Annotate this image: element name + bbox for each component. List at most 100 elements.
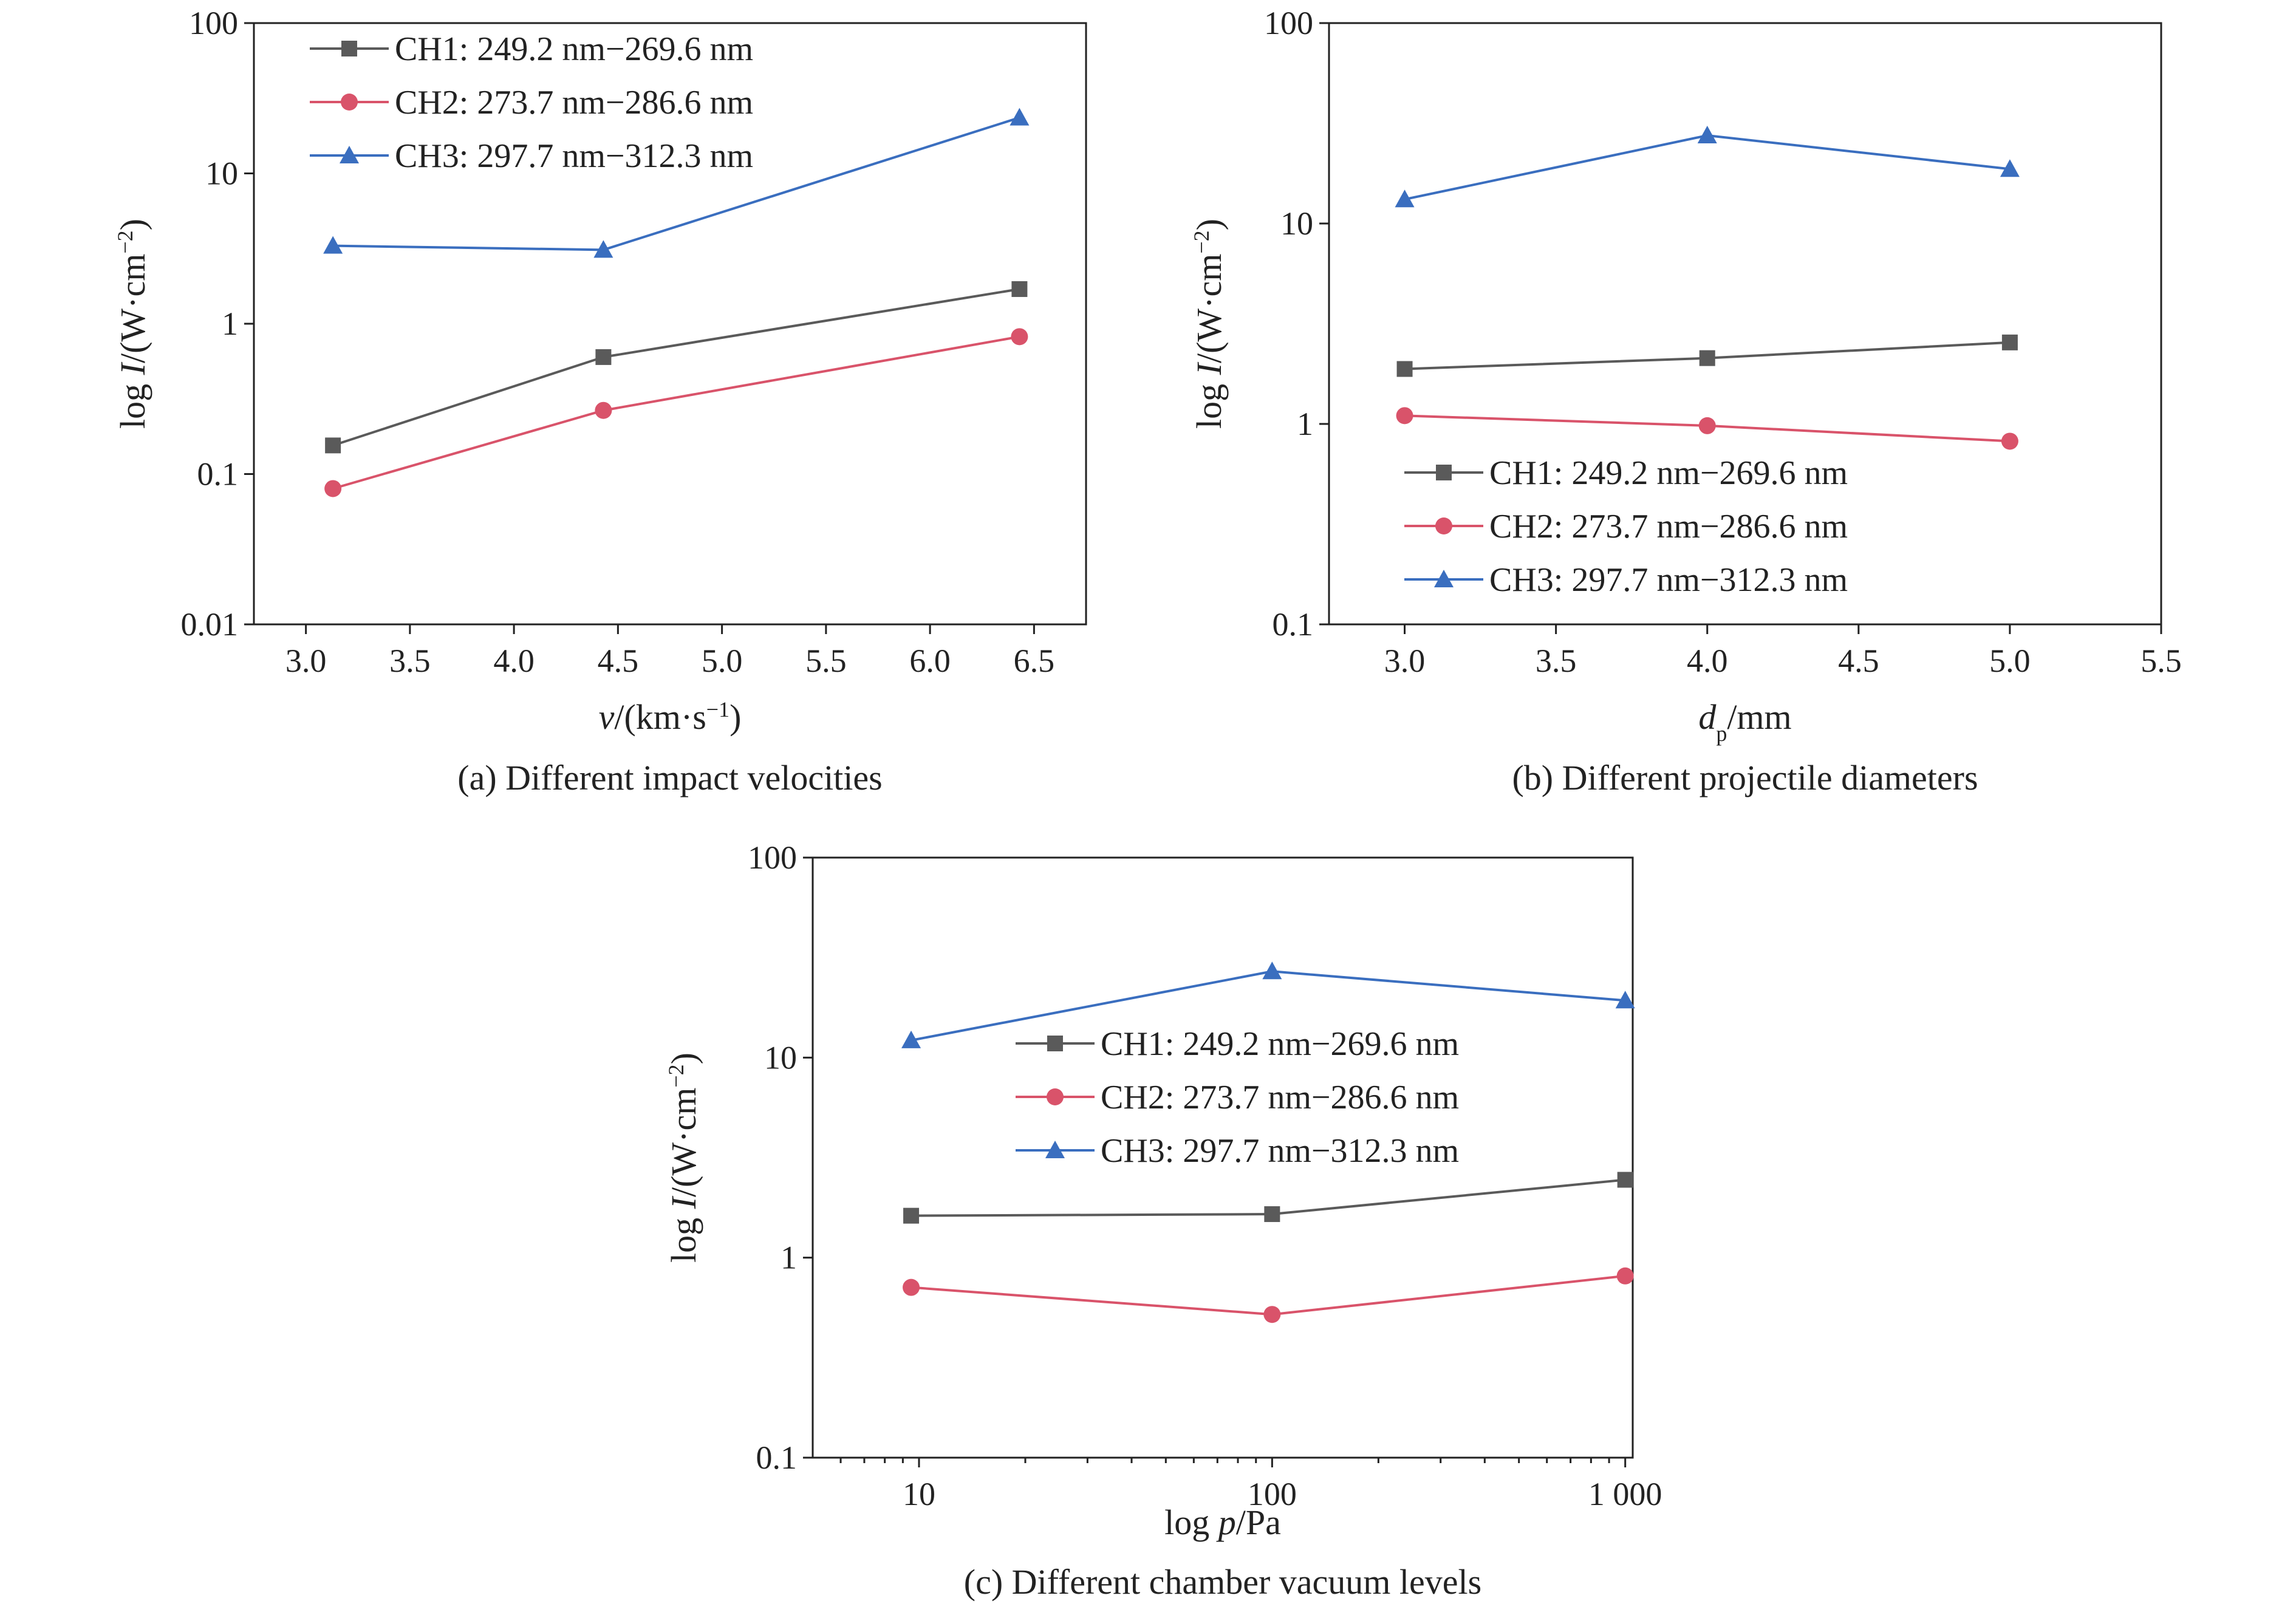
y-tick-label: 100 — [748, 839, 797, 876]
label-part: −2 — [113, 230, 137, 253]
chart-panel-b: 3.0 3.5 4.0 4.5 5.0 5.5 0.1 1 10 100 dp/mm log I/(W… — [1189, 5, 2182, 797]
x-axis-label: dp/mm — [1698, 697, 1791, 746]
y-axis-label: log I/(W·cm−2) — [664, 1053, 703, 1263]
label-part: I — [664, 1195, 703, 1209]
label-part: log — [1164, 1503, 1218, 1542]
x-tick-label: 100 — [1248, 1476, 1297, 1512]
y-tick-label: 0.1 — [1273, 606, 1314, 643]
label-part: /(W·cm — [664, 1088, 703, 1197]
x-tick-label: 3.0 — [285, 643, 327, 679]
y-tick-label: 10 — [205, 155, 238, 192]
label-part: d — [1698, 697, 1717, 737]
label-part: /(km·s — [614, 697, 706, 737]
x-tick-label: 4.5 — [598, 643, 639, 679]
plot-frame — [1328, 22, 2162, 626]
panel-caption: (a) Different impact velocities — [457, 758, 882, 797]
series-3 — [901, 961, 1635, 1048]
label-part: I — [113, 361, 152, 375]
legend: CH1: 249.2 nm−269.6 nm CH2: 273.7 nm−286.… — [310, 30, 753, 175]
x-axis-label: v/(km·s−1) — [599, 697, 742, 737]
label-part: ) — [729, 697, 741, 737]
x-tick-label: 5.0 — [1989, 643, 2031, 679]
label-part: /(W·cm — [1189, 254, 1229, 363]
x-tick-label: 6.5 — [1014, 643, 1055, 679]
y-tick-label: 1 — [781, 1240, 797, 1276]
data-point — [2001, 334, 2018, 350]
x-tick-label: 6.0 — [909, 643, 951, 679]
y-tick-label: 10 — [764, 1039, 797, 1076]
series-2 — [1396, 407, 2018, 450]
x-tick-label: 3.5 — [389, 643, 431, 679]
label-part: /Pa — [1236, 1503, 1281, 1542]
data-point — [2001, 432, 2018, 450]
data-point — [595, 349, 612, 365]
data-point — [595, 401, 612, 419]
x-axis-label: log p/Pa — [1164, 1503, 1281, 1542]
data-point — [324, 480, 342, 497]
y-axis-label: log I/(W·cm−2) — [1189, 219, 1229, 429]
series-3 — [1395, 126, 2020, 208]
legend-swatch-marker — [340, 146, 359, 163]
y-tick-label: 100 — [189, 5, 238, 41]
legend-entry: CH3: 297.7 nm−312.3 nm — [395, 137, 753, 175]
x-tick-label: 5.5 — [2141, 643, 2182, 679]
legend-entry: CH2: 273.7 nm−286.6 nm — [1101, 1079, 1459, 1116]
legend-entry: CH2: 273.7 nm−286.6 nm — [395, 84, 753, 121]
legend-entry: CH1: 249.2 nm−269.6 nm — [1489, 454, 1848, 492]
data-point — [325, 437, 341, 454]
legend-swatch-marker — [1436, 465, 1452, 480]
y-tick-label: 1 — [222, 306, 238, 342]
x-tick-label: 10 — [903, 1476, 935, 1512]
label-part: ) — [1189, 219, 1229, 230]
data-point — [1699, 350, 1715, 366]
x-tick-label: 5.5 — [805, 643, 847, 679]
legend-swatch-marker — [341, 41, 357, 56]
series-line — [332, 287, 1020, 447]
legend-entry: CH2: 273.7 nm−286.6 nm — [1489, 508, 1848, 545]
x-tick-label: 4.5 — [1838, 643, 1879, 679]
label-part: /mm — [1727, 697, 1791, 737]
legend-entry: CH1: 249.2 nm−269.6 nm — [395, 30, 753, 68]
y-axis-label: log I/(W·cm−2) — [113, 219, 152, 429]
data-point — [2000, 159, 2020, 177]
series-line — [1404, 134, 2011, 201]
series-2 — [903, 1267, 1634, 1323]
label-part: p — [1716, 722, 1727, 746]
legend-entry: CH3: 297.7 nm−312.3 nm — [1101, 1132, 1459, 1170]
label-part: ) — [664, 1053, 703, 1064]
x-tick-label: 1 000 — [1588, 1476, 1662, 1512]
y-tick-label: 0.1 — [197, 456, 239, 493]
series-3 — [323, 108, 1030, 258]
data-point — [1617, 1172, 1633, 1188]
legend-swatch-marker — [1047, 1088, 1064, 1105]
legend: CH1: 249.2 nm−269.6 nm CH2: 273.7 nm−286.… — [1016, 1025, 1459, 1170]
legend-swatch-marker — [1045, 1141, 1065, 1158]
series-1 — [903, 1172, 1633, 1224]
data-point — [1010, 108, 1030, 126]
panel-caption: (c) Different chamber vacuum levels — [964, 1562, 1481, 1602]
chart-panel-a: 3.0 3.5 4.0 4.5 5.0 5.5 6.0 6.50.010.1110100v/(… — [113, 5, 1087, 797]
legend-swatch-marker — [1435, 517, 1452, 534]
data-point — [1262, 961, 1282, 980]
data-point — [1396, 407, 1413, 425]
x-tick-label: 3.5 — [1536, 643, 1577, 679]
label-part: −2 — [1189, 230, 1214, 253]
data-point — [1698, 417, 1716, 434]
data-point — [903, 1278, 920, 1296]
label-part: v — [599, 697, 615, 737]
legend-swatch-marker — [1047, 1036, 1063, 1051]
y-tick-label: 0.01 — [181, 606, 239, 643]
plot-frame — [811, 856, 1634, 1459]
label-part: I — [1189, 361, 1229, 375]
label-part: log — [113, 375, 152, 429]
series-2 — [324, 328, 1028, 497]
label-part: p — [1216, 1503, 1236, 1542]
legend-entry: CH3: 297.7 nm−312.3 nm — [1489, 561, 1848, 599]
legend-swatch-marker — [341, 94, 358, 111]
series-1 — [1396, 334, 2018, 377]
label-part: ) — [113, 219, 152, 230]
series-1 — [325, 281, 1028, 454]
label-part: log — [664, 1209, 703, 1263]
x-tick-label: 4.0 — [1687, 643, 1728, 679]
